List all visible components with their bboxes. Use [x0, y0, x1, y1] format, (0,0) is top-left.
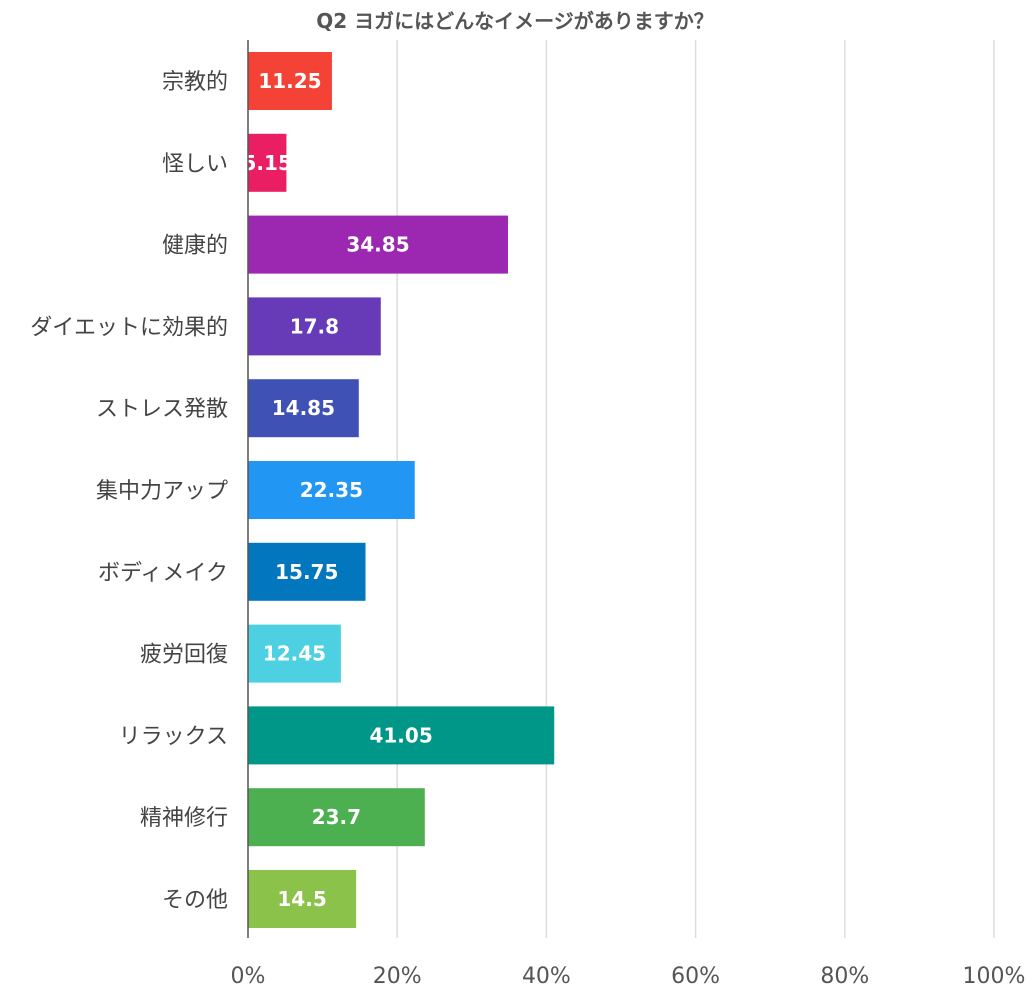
bar[interactable]	[248, 52, 332, 110]
bar[interactable]	[248, 542, 366, 601]
x-tick-label: 40%	[522, 964, 571, 989]
bar[interactable]	[248, 461, 415, 519]
bar[interactable]	[248, 215, 508, 274]
bar[interactable]	[248, 870, 357, 928]
bar[interactable]	[248, 788, 425, 847]
bar-value-label: 34.85	[346, 233, 409, 257]
bar-value-label: 41.05	[369, 723, 432, 747]
category-label: リラックス	[119, 724, 228, 749]
category-label: ダイエットに効果的	[30, 315, 228, 340]
category-label: 疲労回復	[140, 643, 228, 668]
x-tick-label: 0%	[231, 964, 266, 989]
category-label: 宗教的	[162, 70, 228, 95]
grid-lines	[396, 40, 995, 938]
category-label: 精神修行	[140, 806, 228, 831]
bar-value-label: 14.85	[272, 396, 335, 420]
bar-value-label: 17.8	[290, 314, 339, 338]
x-tick-label: 20%	[373, 964, 422, 989]
bar[interactable]	[248, 706, 555, 765]
bar[interactable]	[248, 133, 287, 192]
bar[interactable]	[248, 624, 341, 683]
category-label: 健康的	[162, 234, 228, 259]
category-label: ボディメイク	[98, 561, 228, 586]
bar-value-label: 14.5	[277, 887, 326, 911]
x-tick-label: 100%	[963, 964, 1026, 989]
bar-value-label: 5.15	[243, 151, 292, 175]
bar-value-label: 15.75	[275, 560, 338, 584]
chart-title: Q2 ヨガにはどんなイメージがありますか？	[316, 9, 713, 33]
category-label: その他	[162, 888, 228, 913]
x-tick-label: 80%	[820, 964, 869, 989]
bar-value-label: 12.45	[263, 642, 326, 666]
bar-value-label: 11.25	[258, 69, 321, 93]
category-labels: 宗教的怪しい健康的ダイエットに効果的ストレス発散集中力アップボディメイク疲労回復…	[30, 70, 228, 913]
bar-value-label: 22.35	[300, 478, 363, 502]
bar[interactable]	[248, 297, 381, 356]
category-label: 怪しい	[162, 152, 228, 177]
category-label: ストレス発散	[96, 397, 228, 422]
x-axis-tick-labels: 0% 20% 40% 60% 80% 100%	[231, 964, 1026, 989]
bar-value-label: 23.7	[312, 805, 361, 829]
category-label: 集中力アップ	[96, 479, 228, 504]
bars: 11.25 5.15 34.85 17.8 14.85 22.35 15.75 12.45 41…	[243, 52, 555, 928]
bar[interactable]	[248, 379, 359, 438]
x-tick-label: 60%	[671, 964, 720, 989]
